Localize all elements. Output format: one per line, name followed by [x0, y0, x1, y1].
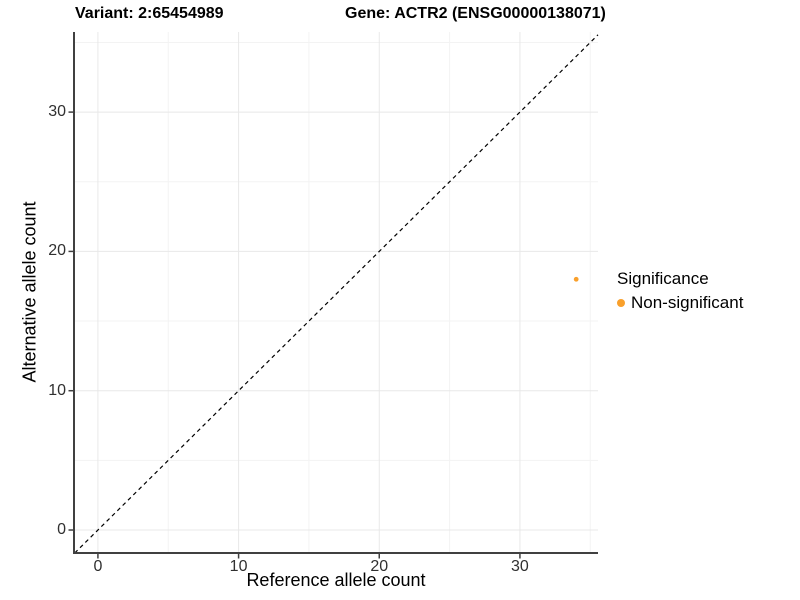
plot-canvas	[68, 32, 599, 559]
y-tick-label: 30	[48, 103, 66, 121]
plot-title-variant: Variant: 2:65454989	[75, 5, 224, 22]
data-point	[573, 276, 579, 282]
identity-line	[74, 34, 599, 554]
y-tick-label: 0	[57, 521, 66, 538]
y-tick-label: 10	[48, 381, 66, 399]
x-tick-label: 0	[93, 558, 103, 575]
x-axis-label: Reference allele count	[246, 570, 426, 590]
x-tick-label: 30	[511, 558, 529, 575]
legend-entry-label: Non-significant	[631, 293, 744, 312]
legend: Significance Non-significant	[617, 269, 743, 313]
x-tick-label: 20	[370, 558, 389, 575]
x-tick-label: 10	[229, 558, 248, 575]
legend-title: Significance	[617, 269, 709, 288]
legend-entry: Non-significant	[617, 293, 743, 313]
y-axis-label: Alternative allele count	[19, 201, 40, 383]
legend-point-icon	[617, 299, 625, 307]
y-tick-label: 20	[48, 242, 66, 260]
plot-panel	[68, 32, 599, 559]
plot-title-gene: Gene: ACTR2 (ENSG00000138071)	[345, 5, 606, 22]
